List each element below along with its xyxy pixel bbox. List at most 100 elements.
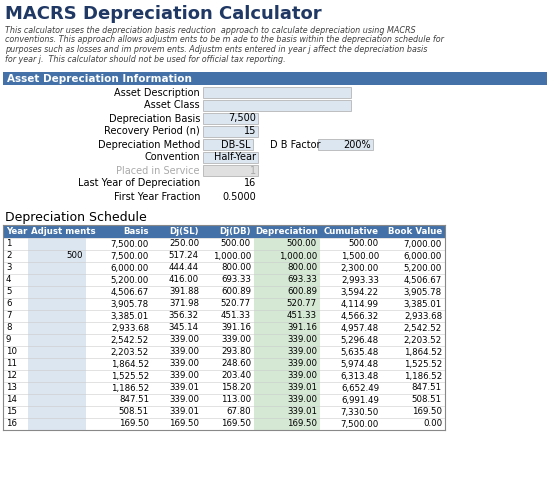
FancyBboxPatch shape	[28, 262, 86, 274]
Text: 1,186.52: 1,186.52	[404, 372, 442, 381]
Text: 500.00: 500.00	[221, 240, 251, 248]
Text: 391.16: 391.16	[287, 323, 317, 332]
Text: 7,500: 7,500	[228, 113, 256, 124]
FancyBboxPatch shape	[3, 346, 445, 358]
Text: 800.00: 800.00	[287, 263, 317, 273]
Text: 6,991.49: 6,991.49	[341, 395, 379, 404]
FancyBboxPatch shape	[3, 72, 547, 85]
Text: 16: 16	[6, 420, 17, 428]
Text: 3,905.78: 3,905.78	[404, 287, 442, 296]
Text: Cumulative: Cumulative	[324, 227, 379, 236]
FancyBboxPatch shape	[254, 382, 320, 394]
Text: Asset Class: Asset Class	[144, 101, 200, 110]
FancyBboxPatch shape	[3, 310, 445, 322]
FancyBboxPatch shape	[28, 370, 86, 382]
FancyBboxPatch shape	[203, 139, 253, 150]
Text: 339.00: 339.00	[287, 336, 317, 345]
Text: 345.14: 345.14	[169, 323, 199, 332]
Text: 339.00: 339.00	[287, 359, 317, 368]
Text: 0.5000: 0.5000	[222, 191, 256, 202]
Text: 67.80: 67.80	[227, 408, 251, 417]
Text: 5,200.00: 5,200.00	[404, 263, 442, 273]
Text: Convention: Convention	[144, 152, 200, 163]
Text: Recovery Period (n): Recovery Period (n)	[104, 127, 200, 137]
Text: Depreciation Method: Depreciation Method	[98, 140, 200, 149]
Text: 1,864.52: 1,864.52	[111, 359, 149, 368]
Text: 356.32: 356.32	[169, 312, 199, 320]
FancyBboxPatch shape	[28, 250, 86, 262]
FancyBboxPatch shape	[3, 225, 445, 238]
Text: 10: 10	[6, 348, 17, 356]
FancyBboxPatch shape	[254, 250, 320, 262]
Text: 6,000.00: 6,000.00	[111, 263, 149, 273]
Text: 15: 15	[244, 127, 256, 137]
Text: 391.16: 391.16	[221, 323, 251, 332]
Text: Depreciation Schedule: Depreciation Schedule	[5, 211, 147, 224]
Text: 1,000.00: 1,000.00	[279, 251, 317, 260]
Text: 2,542.52: 2,542.52	[111, 336, 149, 345]
Text: 508.51: 508.51	[119, 408, 149, 417]
FancyBboxPatch shape	[203, 126, 258, 137]
Text: 416.00: 416.00	[169, 276, 199, 284]
Text: 7,500.00: 7,500.00	[341, 420, 379, 428]
FancyBboxPatch shape	[28, 286, 86, 298]
Text: 169.50: 169.50	[169, 420, 199, 428]
Text: 169.50: 169.50	[119, 420, 149, 428]
Text: 293.80: 293.80	[221, 348, 251, 356]
Text: Asset Description: Asset Description	[114, 87, 200, 98]
FancyBboxPatch shape	[203, 113, 258, 124]
Text: 2: 2	[6, 251, 12, 260]
FancyBboxPatch shape	[28, 334, 86, 346]
Text: 6: 6	[6, 300, 12, 309]
Text: Last Year of Depreciation: Last Year of Depreciation	[78, 178, 200, 188]
Text: 12: 12	[6, 372, 17, 381]
Text: 520.77: 520.77	[221, 300, 251, 309]
Text: 1: 1	[6, 240, 12, 248]
FancyBboxPatch shape	[254, 418, 320, 430]
Text: 339.00: 339.00	[287, 395, 317, 404]
Text: 451.33: 451.33	[287, 312, 317, 320]
Text: Half-Year: Half-Year	[214, 152, 256, 163]
Text: 4,566.32: 4,566.32	[341, 312, 379, 320]
FancyBboxPatch shape	[28, 382, 86, 394]
Text: 339.01: 339.01	[169, 384, 199, 392]
FancyBboxPatch shape	[254, 358, 320, 370]
FancyBboxPatch shape	[254, 274, 320, 286]
Text: 508.51: 508.51	[412, 395, 442, 404]
Text: 500: 500	[67, 251, 83, 260]
Text: 2,993.33: 2,993.33	[341, 276, 379, 284]
Text: 4: 4	[6, 276, 12, 284]
FancyBboxPatch shape	[203, 152, 258, 163]
FancyBboxPatch shape	[28, 358, 86, 370]
Text: First Year Fraction: First Year Fraction	[113, 191, 200, 202]
Text: 847.51: 847.51	[119, 395, 149, 404]
Text: 248.60: 248.60	[221, 359, 251, 368]
FancyBboxPatch shape	[3, 382, 445, 394]
Text: 6,313.48: 6,313.48	[341, 372, 379, 381]
Text: Depreciation Basis: Depreciation Basis	[109, 113, 200, 124]
Text: 391.88: 391.88	[169, 287, 199, 296]
FancyBboxPatch shape	[203, 100, 351, 111]
FancyBboxPatch shape	[28, 406, 86, 418]
Text: This calculator uses the depreciation basis reduction  approach to calculate dep: This calculator uses the depreciation ba…	[5, 26, 416, 35]
Text: 3: 3	[6, 263, 12, 273]
Text: 5,974.48: 5,974.48	[341, 359, 379, 368]
Text: 9: 9	[6, 336, 12, 345]
Text: 444.44: 444.44	[169, 263, 199, 273]
FancyBboxPatch shape	[254, 310, 320, 322]
FancyBboxPatch shape	[254, 394, 320, 406]
FancyBboxPatch shape	[28, 274, 86, 286]
Text: 169.50: 169.50	[412, 408, 442, 417]
Text: 1: 1	[250, 166, 256, 176]
Text: Depreciation: Depreciation	[256, 227, 318, 236]
Text: 339.00: 339.00	[287, 348, 317, 356]
FancyBboxPatch shape	[203, 165, 258, 176]
Text: 4,506.67: 4,506.67	[111, 287, 149, 296]
Text: 2,542.52: 2,542.52	[404, 323, 442, 332]
Text: 158.20: 158.20	[221, 384, 251, 392]
Text: 451.33: 451.33	[221, 312, 251, 320]
Text: 1,525.52: 1,525.52	[111, 372, 149, 381]
Text: 169.50: 169.50	[221, 420, 251, 428]
Text: Dj(SL): Dj(SL)	[169, 227, 199, 236]
Text: 1,186.52: 1,186.52	[111, 384, 149, 392]
